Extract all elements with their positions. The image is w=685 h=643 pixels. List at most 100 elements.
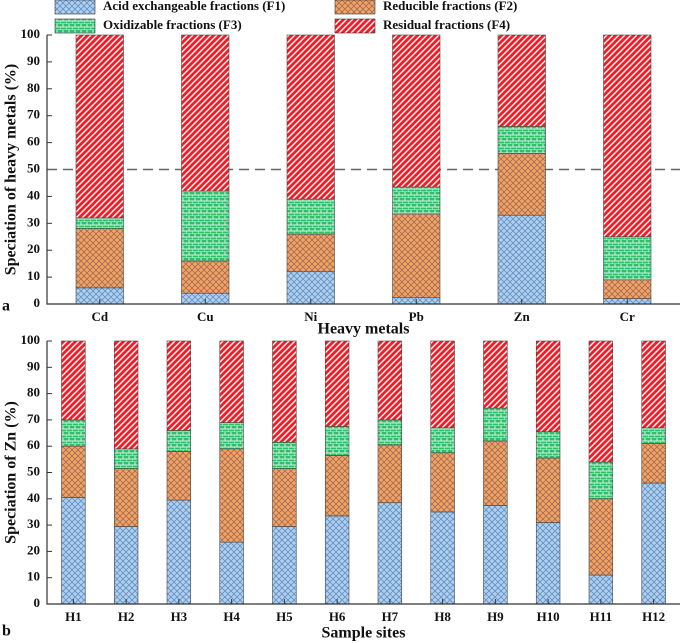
x-tick-label: Cd	[91, 309, 108, 324]
bar-segment	[166, 451, 192, 501]
bar-segment	[430, 427, 455, 454]
x-tick-label: H5	[276, 609, 293, 624]
x-tick-label: H12	[642, 609, 665, 624]
bar-segment	[181, 260, 230, 294]
bar-segment	[588, 461, 614, 500]
bar-segment	[641, 443, 666, 484]
bar-segment	[497, 153, 546, 216]
y-axis-title: Speciation of Zn (%)	[3, 401, 20, 544]
y-tick-label: 40	[27, 187, 40, 202]
bar-segment	[113, 468, 139, 527]
bar-segment	[75, 217, 124, 229]
bar-segment	[324, 340, 350, 427]
x-axis-title: Heavy metals	[318, 321, 410, 338]
y-tick-label: 50	[27, 463, 40, 478]
y-tick-label: 10	[27, 268, 40, 283]
y-tick-label: 80	[27, 80, 40, 95]
bar-segment	[286, 198, 335, 235]
bar-segment	[603, 236, 652, 281]
y-tick-label: 30	[27, 516, 40, 531]
x-tick-label: H11	[590, 609, 612, 624]
bar-segment	[324, 515, 350, 605]
bar-segment	[377, 444, 403, 504]
bar-segment	[219, 448, 244, 543]
x-tick-label: H3	[171, 609, 188, 624]
legend-label: Acid exchangeable fractions (F1)	[103, 0, 285, 13]
bar-segment	[286, 34, 335, 200]
bar-segment	[377, 502, 403, 605]
bar-segment	[61, 445, 86, 498]
x-tick-label: H10	[537, 609, 560, 624]
bar-segment	[181, 34, 230, 192]
bar-segment	[497, 126, 546, 154]
bar-segment	[272, 340, 297, 443]
bar-segment	[430, 452, 455, 513]
bar-segment	[641, 340, 666, 429]
bar-segment	[219, 422, 244, 450]
y-tick-label: 70	[27, 107, 40, 122]
x-tick-label: H2	[118, 609, 135, 624]
bar-segment	[272, 441, 297, 469]
bar-segment	[483, 440, 508, 506]
bar-segment	[75, 34, 124, 219]
bar-segment	[324, 455, 350, 517]
bar-segment	[272, 526, 297, 605]
y-tick-label: 40	[27, 490, 40, 505]
x-tick-label: H4	[223, 609, 240, 624]
y-tick-label: 10	[27, 569, 40, 584]
bar-segment	[588, 340, 614, 463]
y-tick-label: 20	[27, 241, 40, 256]
y-tick-label: 30	[27, 214, 40, 229]
bar-segment	[219, 340, 244, 423]
bar-segment	[75, 228, 124, 289]
panel-label: b	[2, 623, 11, 640]
bar-segment	[286, 233, 335, 273]
bar-segment	[641, 427, 666, 444]
bar-segment	[113, 448, 139, 469]
x-axis-title: Sample sites	[322, 625, 406, 642]
x-tick-label: H1	[65, 609, 82, 624]
y-tick-label: 90	[27, 53, 40, 68]
bar-segment	[377, 340, 403, 421]
bar-segment	[603, 279, 652, 299]
bar-segment	[392, 186, 441, 215]
x-tick-label: H7	[382, 609, 399, 624]
bar-segment	[483, 340, 508, 409]
bar-segment	[430, 511, 455, 605]
y-tick-label: 0	[34, 595, 41, 610]
x-tick-label: Zn	[514, 309, 531, 324]
x-tick-label: H6	[329, 609, 346, 624]
bar-segment	[535, 522, 561, 605]
bar-segment	[219, 541, 244, 605]
bar-segment	[535, 340, 561, 433]
bar-segment	[166, 499, 192, 605]
bar-segment	[377, 419, 403, 446]
y-tick-label: 70	[27, 411, 40, 426]
bar-segment	[641, 482, 666, 605]
legend-swatch	[334, 0, 376, 15]
y-tick-label: 100	[21, 332, 41, 347]
bar-segment	[497, 214, 546, 305]
y-tick-label: 20	[27, 542, 40, 557]
panel-label: a	[2, 298, 10, 315]
axis	[46, 341, 680, 605]
x-tick-label: Cr	[620, 309, 635, 324]
x-tick-label: H9	[487, 609, 504, 624]
legend-swatch	[334, 18, 376, 34]
y-tick-label: 60	[27, 134, 40, 149]
x-tick-label: Ni	[304, 309, 317, 324]
bar-segment	[430, 340, 455, 429]
y-tick-label: 60	[27, 437, 40, 452]
y-tick-label: 90	[27, 358, 40, 373]
bar-segment	[483, 505, 508, 605]
bar-segment	[166, 340, 192, 431]
x-tick-label: Cu	[197, 309, 214, 324]
bar-segment	[324, 426, 350, 456]
y-tick-label: 100	[21, 26, 41, 41]
y-tick-label: 80	[27, 385, 40, 400]
y-tick-label: 50	[27, 160, 40, 175]
bar-segment	[272, 468, 297, 527]
bar-segment	[113, 526, 139, 605]
x-tick-label: Pb	[409, 309, 424, 324]
